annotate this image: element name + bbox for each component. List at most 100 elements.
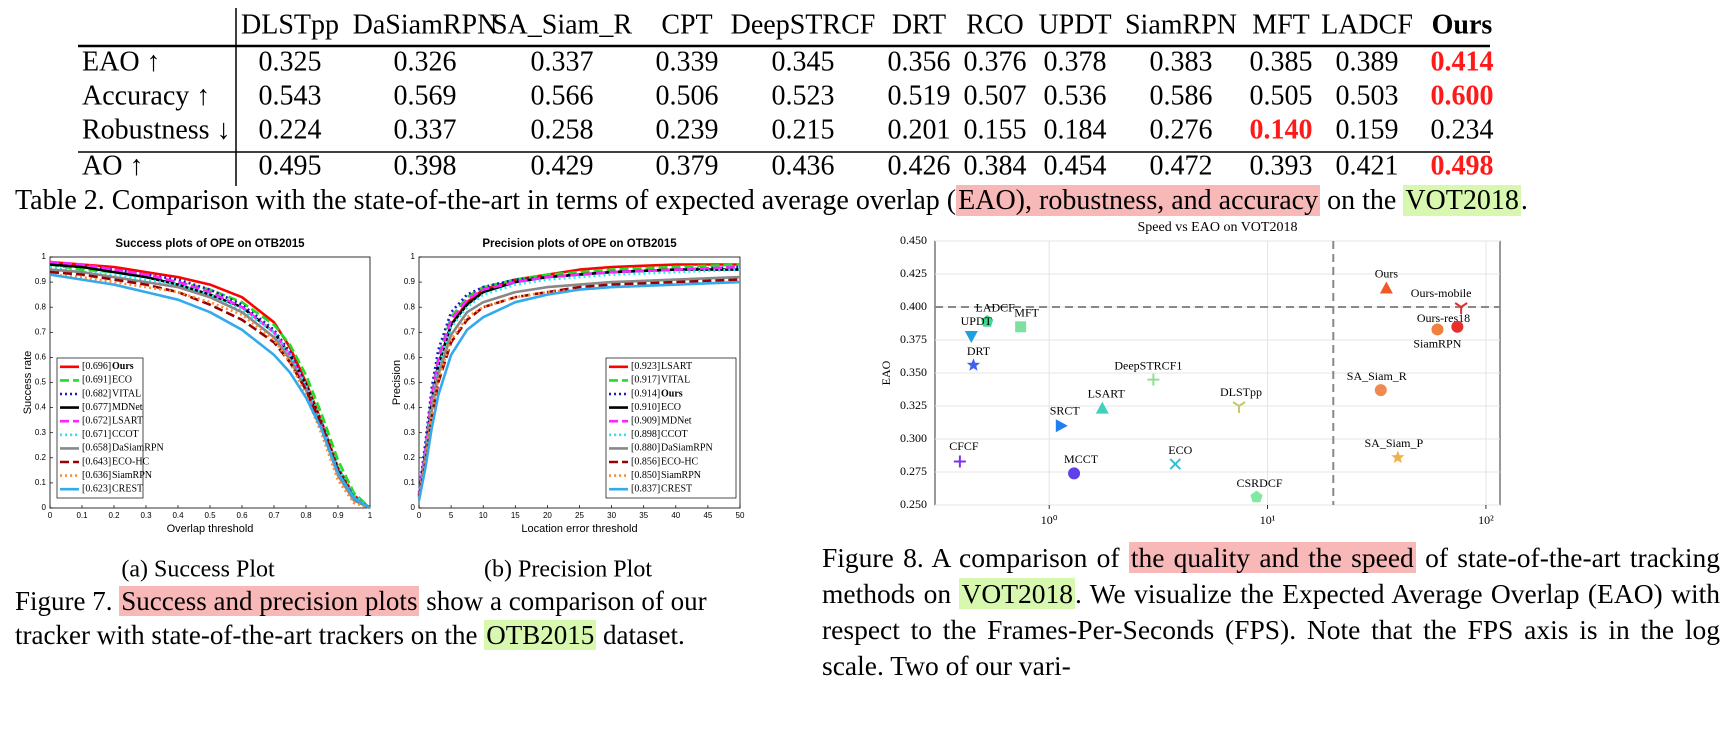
x-tick-label: 25 [575, 511, 584, 520]
point-label: LSART [1088, 386, 1126, 400]
table-cell: 0.498 [1431, 150, 1494, 181]
y-tick-label: 0.250 [900, 497, 927, 511]
point [1232, 401, 1246, 413]
x-tick-label: 0.1 [76, 511, 88, 520]
table-cell: 0.519 [888, 80, 951, 111]
x-tick-label: 10¹ [1260, 513, 1276, 527]
point [966, 358, 981, 371]
x-tick-label: 40 [671, 511, 680, 520]
table-cell: 0.326 [394, 46, 457, 77]
legend-label: DaSiamRPN [112, 443, 164, 454]
point-label: Ours-mobile [1411, 286, 1472, 300]
point [1250, 490, 1263, 503]
x-axis-label: Location error threshold [521, 523, 637, 535]
y-tick-label: 0.450 [900, 233, 927, 247]
table-cell: 0.472 [1150, 150, 1213, 181]
legend-score: [0.917] [631, 375, 660, 386]
y-tick-label: 0.300 [900, 431, 927, 445]
series-line [49, 273, 371, 510]
table-cell: 0.339 [656, 46, 719, 77]
y-tick-label: 0 [411, 503, 416, 512]
y-tick-label: 0.9 [35, 277, 47, 286]
y-tick-label: 0.350 [900, 365, 927, 379]
legend-score: [0.856] [631, 456, 660, 467]
legend-label: LSART [661, 361, 692, 372]
legend-score: [0.914] [631, 388, 660, 399]
y-tick-label: 0.1 [35, 478, 47, 487]
legend-score: [0.623] [82, 483, 111, 494]
y-tick-label: 0 [42, 503, 47, 512]
table-cell: 0.536 [1044, 80, 1107, 111]
x-tick-label: 0.2 [108, 511, 120, 520]
x-tick-label: 10² [1478, 513, 1494, 527]
caption-text: dataset. [596, 620, 685, 650]
chart-title: Success plots of OPE on OTB2015 [115, 238, 305, 250]
x-tick-label: 15 [511, 511, 520, 520]
table-cell: 0.421 [1336, 150, 1399, 181]
legend-score: [0.910] [631, 402, 660, 413]
table-cell: 0.454 [1044, 150, 1107, 181]
series-line [417, 280, 741, 501]
table-header: DRT [892, 9, 946, 40]
table-header: DeepSTRCF [731, 9, 876, 40]
series-line [417, 275, 741, 499]
table-cell: 0.426 [888, 150, 951, 181]
x-tick-label: 35 [639, 511, 648, 520]
legend-score: [0.696] [82, 361, 111, 372]
point-label: DRT [967, 344, 991, 358]
table-cell: 0.505 [1250, 80, 1313, 111]
point-label: DLSTpp [1220, 385, 1262, 399]
y-tick-label: 0.3 [404, 428, 416, 437]
legend-score: [0.672] [82, 415, 111, 426]
legend-score: [0.691] [82, 375, 111, 386]
x-tick-label: 10 [479, 511, 488, 520]
point-label: CSRDCF [1236, 476, 1282, 490]
caption-text: Figure 7. [15, 586, 120, 616]
legend-score: [0.909] [631, 415, 660, 426]
legend-label: CREST [661, 483, 692, 494]
table-cell: 0.325 [259, 46, 322, 77]
y-tick-label: 0.6 [35, 353, 47, 362]
legend-label: SiamRPN [661, 470, 701, 481]
point-label: SA_Siam_P [1364, 436, 1423, 450]
point-label: MCCT [1064, 452, 1099, 466]
legend-label: CCOT [661, 429, 688, 440]
y-tick-label: 0.9 [404, 277, 416, 286]
point [1095, 401, 1109, 414]
x-tick-label: 0 [417, 511, 422, 520]
x-tick-label: 45 [703, 511, 712, 520]
caption-text: Figure 8. A comparison of [822, 542, 1129, 573]
point [964, 331, 978, 343]
legend-label: MDNet [661, 415, 692, 426]
table-cell: 0.586 [1150, 80, 1213, 111]
x-tick-label: 0.3 [140, 511, 152, 520]
table-cell: 0.523 [772, 80, 835, 111]
highlighted-text: EAO), robustness, and accuracy [956, 185, 1321, 216]
point-label: DeepSTRCF1 [1114, 358, 1182, 372]
legend-label: ECO-HC [661, 456, 699, 467]
point [1147, 373, 1160, 386]
table-cell: 0.389 [1336, 46, 1399, 77]
table-cell: 0.385 [1250, 46, 1313, 77]
table-header: LADCF [1321, 9, 1413, 40]
legend-label: CREST [112, 483, 143, 494]
table-header: DaSiamRPN [353, 9, 498, 40]
y-tick-label: 0.400 [900, 299, 927, 313]
y-tick-label: 0.425 [900, 266, 927, 280]
point-label: LADCF [975, 300, 1015, 314]
table-cell: 0.345 [772, 46, 835, 77]
x-axis-label: Overlap threshold [167, 523, 254, 535]
table-cell: 0.383 [1150, 46, 1213, 77]
y-axis-label: Precision [391, 360, 403, 405]
table-cell: 0.506 [656, 80, 719, 111]
point [1379, 281, 1393, 294]
table-cell: 0.155 [964, 114, 1027, 145]
highlighted-text: Success and precision plots [119, 586, 420, 616]
subcaption: (b) Precision Plot [484, 557, 652, 583]
legend-score: [0.658] [82, 443, 111, 454]
y-tick-label: 1 [411, 252, 416, 261]
y-tick-label: 0.8 [35, 302, 47, 311]
table-cell: 0.201 [888, 114, 951, 145]
highlighted-text: the quality and the speed [1128, 542, 1416, 573]
